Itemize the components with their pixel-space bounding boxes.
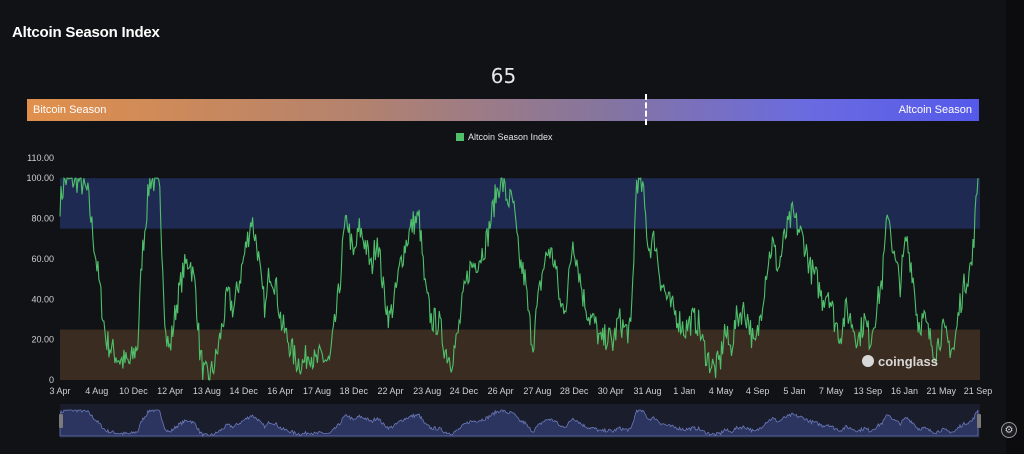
x-tick-label: 31 Aug [634, 386, 662, 396]
navigator-right-handle[interactable] [977, 414, 981, 428]
x-tick-label: 3 Apr [49, 386, 70, 396]
coinglass-logo-icon [862, 355, 874, 367]
x-tick-label: 16 Jan [891, 386, 918, 396]
range-navigator [59, 404, 981, 438]
x-tick-label: 23 Aug [413, 386, 441, 396]
x-tick-label: 4 Aug [85, 386, 108, 396]
chart-legend[interactable]: Altcoin Season Index [456, 132, 553, 142]
x-tick-label: 21 Sep [964, 386, 993, 396]
series-line-altcoin-season-index [59, 176, 979, 381]
current-index-value: 65 [490, 64, 517, 88]
x-tick-label: 4 May [709, 386, 734, 396]
altcoin-season-band [60, 178, 980, 229]
page-title: Altcoin Season Index [12, 24, 160, 41]
gauge-marker [645, 94, 647, 125]
x-tick-label: 27 Aug [523, 386, 551, 396]
x-tick-label: 1 Jan [673, 386, 695, 396]
y-tick-label: 110.00 [27, 153, 54, 163]
x-tick-label: 21 May [927, 386, 957, 396]
navigator-left-handle[interactable] [59, 414, 63, 428]
x-tick-label: 28 Dec [560, 386, 589, 396]
x-tick-label: 13 Sep [854, 386, 883, 396]
x-tick-label: 10 Dec [119, 386, 148, 396]
x-tick-label: 5 Jan [783, 386, 805, 396]
gear-icon[interactable]: ⚙ [1001, 422, 1017, 438]
x-tick-label: 12 Apr [157, 386, 183, 396]
season-gauge: Bitcoin Season Altcoin Season [27, 94, 979, 125]
x-tick-label: 17 Aug [303, 386, 331, 396]
gauge-left-label: Bitcoin Season [33, 104, 107, 116]
x-tick-label: 24 Dec [450, 386, 479, 396]
y-tick-label: 40.00 [31, 294, 54, 304]
legend-label: Altcoin Season Index [468, 132, 553, 142]
gauge-right-label: Altcoin Season [898, 104, 972, 116]
x-tick-label: 16 Apr [267, 386, 293, 396]
y-tick-label: 60.00 [31, 254, 54, 264]
side-panel [1006, 0, 1024, 454]
x-tick-label: 26 Apr [488, 386, 514, 396]
bitcoin-season-band [60, 329, 980, 380]
x-tick-label: 22 Apr [377, 386, 403, 396]
watermark-text: coinglass [878, 354, 938, 369]
legend-swatch [456, 133, 464, 141]
coinglass-watermark: coinglass [862, 354, 938, 369]
y-tick-label: 80.00 [31, 214, 54, 224]
y-tick-label: 20.00 [31, 335, 54, 345]
x-tick-label: 14 Dec [229, 386, 258, 396]
y-tick-label: 100.00 [26, 173, 54, 183]
navigator-area [59, 409, 979, 438]
x-tick-label: 30 Apr [598, 386, 624, 396]
x-tick-label: 7 May [819, 386, 844, 396]
x-tick-label: 13 Aug [193, 386, 221, 396]
x-tick-label: 4 Sep [746, 386, 770, 396]
y-tick-label: 0 [49, 375, 54, 385]
x-tick-label: 18 Dec [339, 386, 368, 396]
